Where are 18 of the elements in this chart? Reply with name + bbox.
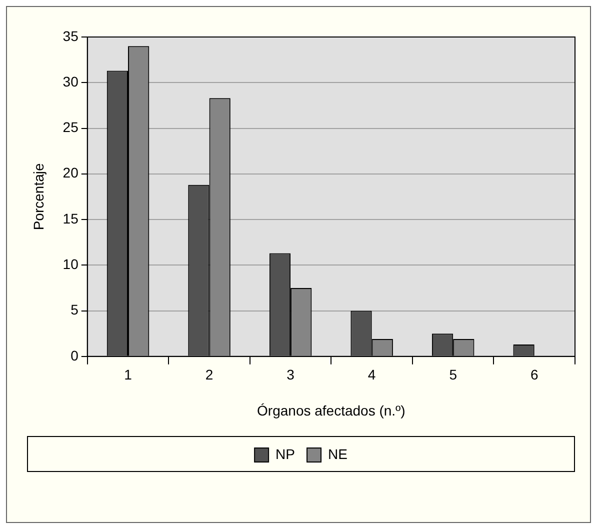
y-tick-label: 30 [62, 73, 79, 90]
y-tick-label: 5 [70, 302, 79, 318]
y-axis-title: Porcentaje [30, 163, 46, 230]
y-tick-label: 20 [62, 164, 79, 181]
x-tick-label: 2 [205, 366, 214, 383]
x-tick-label: 1 [124, 366, 132, 383]
x-tick-label: 5 [449, 366, 458, 383]
x-tick-label: 3 [286, 366, 295, 383]
x-tick-label: 4 [368, 366, 376, 383]
x-axis-title: Órganos afectados (n.º) [257, 402, 406, 418]
y-tick-label: 25 [62, 119, 79, 136]
y-tick-label: 0 [70, 347, 79, 364]
legend-label: NP [276, 446, 296, 462]
legend-label: NE [328, 446, 348, 462]
y-tick-label: 35 [62, 28, 79, 44]
y-tick-label: 10 [62, 256, 79, 272]
y-tick-label: 15 [62, 210, 79, 226]
x-tick-label: 6 [530, 366, 538, 383]
